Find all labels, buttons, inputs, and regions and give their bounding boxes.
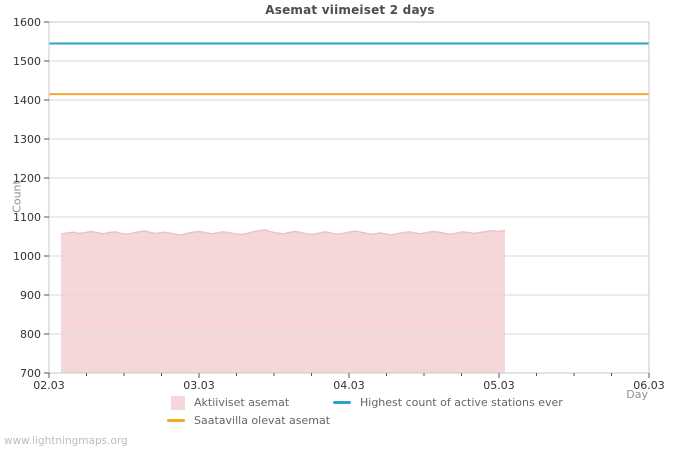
legend-item-saatavilla-olevat: Saatavilla olevat asemat [167,413,330,428]
legend-item-aktiiviset-asemat: Aktiiviset asemat [171,395,289,410]
y-tick-label: 1000 [13,250,41,263]
x-tick-label: 03.03 [183,379,215,392]
area-series-edge [60,229,506,236]
line-swatch-icon [333,401,351,404]
chart-title: Asemat viimeiset 2 days [265,3,435,17]
y-tick-label: 1400 [13,94,41,107]
y-tick-label: 1200 [13,172,41,185]
x-tick-label: 02.03 [33,379,65,392]
y-axis-title: Count [10,180,24,213]
legend-label-saatavilla-olevat: Saatavilla olevat asemat [194,414,331,427]
line-swatch-icon [167,419,185,422]
x-tick-label: 06.03 [633,379,665,392]
y-tick-label: 900 [20,289,41,302]
area-swatch-icon [171,395,185,410]
y-tick-label: 1100 [13,211,41,224]
x-tick-label: 05.03 [483,379,515,392]
legend-label-aktiiviset-asemat: Aktiiviset asemat [194,396,290,409]
legend-label-highest-count: Highest count of active stations ever [360,396,563,409]
y-tick-label: 1500 [13,55,41,68]
y-tick-label: 700 [20,367,41,380]
y-tick-label: 1600 [13,16,41,29]
y-tick-label: 1300 [13,133,41,146]
watermark: www.lightningmaps.org [4,435,128,447]
legend-item-highest-count: Highest count of active stations ever [333,395,563,410]
x-axis-title: Day [626,388,648,401]
x-tick-label: 04.03 [333,379,365,392]
area-series-aktiiviset [61,229,505,373]
y-tick-label: 800 [20,328,41,341]
